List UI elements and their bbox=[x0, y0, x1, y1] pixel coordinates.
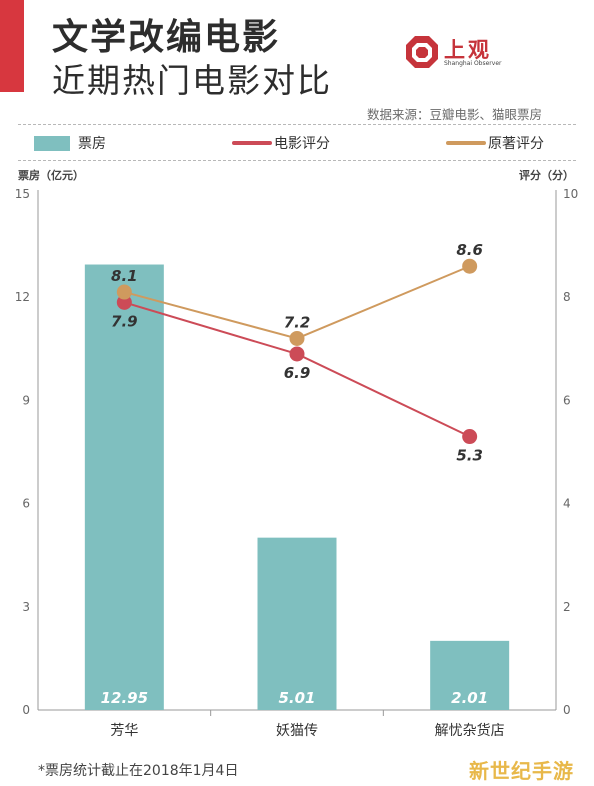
point-book-score bbox=[116, 284, 132, 300]
logo-cn-text: 上观 bbox=[444, 38, 492, 62]
data-label-book-score: 8.1 bbox=[111, 267, 138, 285]
point-book-score bbox=[289, 330, 305, 346]
shanghai-observer-logo: 上观 Shanghai Observer bbox=[404, 34, 524, 74]
data-label-film-score: 6.9 bbox=[284, 364, 311, 382]
watermark: 新世纪手游 bbox=[469, 759, 574, 783]
bar-data-label: 12.95 bbox=[101, 689, 148, 707]
divider-top bbox=[18, 124, 576, 125]
legend-label-book-score: 原著评分 bbox=[488, 136, 544, 152]
data-source: 数据来源：豆瓣电影、猫眼票房 bbox=[366, 107, 542, 122]
legend-item-book-score: 原著评分 bbox=[446, 133, 566, 153]
y-tick-label: 3 bbox=[22, 600, 30, 614]
y-tick-label: 15 bbox=[15, 187, 30, 201]
bar-box-office bbox=[84, 264, 164, 710]
data-label-film-score: 5.3 bbox=[456, 447, 483, 465]
bar-data-label: 2.01 bbox=[451, 689, 488, 707]
y2-tick-label: 0 bbox=[563, 703, 571, 717]
x-tick-label: 解忧杂货店 bbox=[435, 722, 505, 739]
legend-label-box-office: 票房 bbox=[78, 136, 106, 152]
legend-swatch-film-score bbox=[232, 141, 272, 145]
bar-box-office bbox=[257, 537, 337, 710]
point-book-score bbox=[462, 258, 478, 274]
y2-axis-title: 评分（分） bbox=[519, 168, 574, 182]
page-title: 文学改编电影 bbox=[52, 17, 281, 58]
y-axis-title: 票房（亿元） bbox=[18, 168, 84, 182]
title-accent-bar bbox=[0, 0, 24, 92]
legend-swatch-box-office bbox=[34, 136, 70, 151]
bar-data-label: 5.01 bbox=[278, 689, 315, 707]
y-tick-label: 0 bbox=[22, 703, 30, 717]
page-subtitle: 近期热门电影对比 bbox=[52, 61, 332, 100]
x-tick-label: 芳华 bbox=[110, 722, 138, 739]
logo-emblem-icon bbox=[406, 36, 438, 68]
point-film-score bbox=[289, 346, 305, 362]
footnote: *票房统计截止在2018年1月4日 bbox=[38, 763, 239, 779]
data-label-film-score: 7.9 bbox=[111, 312, 138, 330]
legend-item-film-score: 电影评分 bbox=[232, 133, 352, 153]
y2-tick-label: 6 bbox=[563, 393, 571, 407]
legend-label-film-score: 电影评分 bbox=[274, 136, 330, 152]
y2-tick-label: 2 bbox=[563, 600, 571, 614]
y2-tick-label: 4 bbox=[563, 497, 571, 511]
y-tick-label: 6 bbox=[22, 497, 30, 511]
y-tick-label: 9 bbox=[22, 393, 30, 407]
logo-en-text: Shanghai Observer bbox=[444, 60, 502, 67]
y-tick-label: 12 bbox=[15, 290, 30, 304]
bar-box-office bbox=[430, 640, 510, 710]
point-film-score bbox=[116, 294, 132, 310]
point-film-score bbox=[462, 429, 478, 445]
y2-tick-label: 8 bbox=[563, 290, 571, 304]
legend-swatch-book-score bbox=[446, 141, 486, 145]
divider-legend bbox=[18, 160, 576, 161]
data-label-book-score: 8.6 bbox=[456, 241, 483, 259]
y2-tick-label: 10 bbox=[563, 187, 578, 201]
data-label-book-score: 7.2 bbox=[284, 313, 311, 331]
legend-item-box-office: 票房 bbox=[34, 133, 134, 153]
x-tick-label: 妖猫传 bbox=[276, 723, 318, 739]
